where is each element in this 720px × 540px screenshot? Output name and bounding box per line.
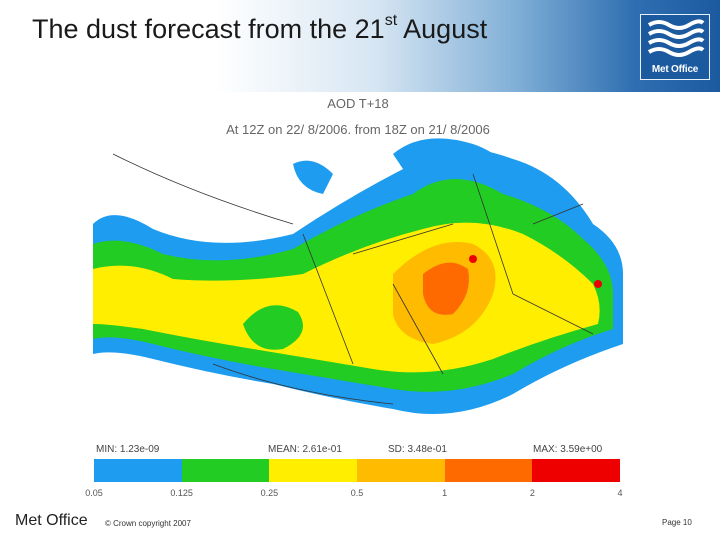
page-number: Page 10 [662,518,692,527]
wave-logo-icon [647,19,705,57]
plot-subtitle: At 12Z on 22/ 8/2006, from 18Z on 21/ 8/… [226,122,490,137]
color-bar-tick-label: 1 [442,488,448,498]
header-banner: The dust forecast from the 21st August M… [0,0,720,92]
plot-title: AOD T+18 [327,96,389,111]
color-bar-segment [269,459,358,482]
footer-copyright: © Crown copyright 2007 [105,519,191,528]
color-bar-tick-label: 2 [529,488,535,498]
stat-min: MIN: 1.23e-09 [96,444,160,455]
dust-forecast-map [93,134,623,434]
footer-org: Met Office [15,512,88,529]
color-bar-tick-label: 0.25 [260,488,279,498]
color-bar-segment [532,459,621,482]
color-bar-segment [444,459,533,482]
stat-sd: SD: 3.48e-01 [388,444,447,455]
color-bar-segment [181,459,270,482]
color-bar-segment [357,459,445,482]
stat-max: MAX: 3.59e+00 [533,444,603,455]
met-office-logo: Met Office [640,14,710,80]
color-bar [94,459,621,482]
color-bar-tick-label: 0.125 [170,488,193,498]
slide-title: The dust forecast from the 21st August [32,12,488,44]
color-bar-tick-label: 4 [617,488,623,498]
color-bar-tick-label: 0.5 [350,488,364,498]
logo-text: Met Office [651,64,699,75]
stat-mean: MEAN: 2.61e-01 [268,444,342,455]
color-bar-segment [94,459,182,482]
color-bar-tick-label: 0.05 [85,488,103,498]
forecast-plot-panel: AOD T+18 At 12Z on 22/ 8/2006, from 18Z … [85,92,628,502]
